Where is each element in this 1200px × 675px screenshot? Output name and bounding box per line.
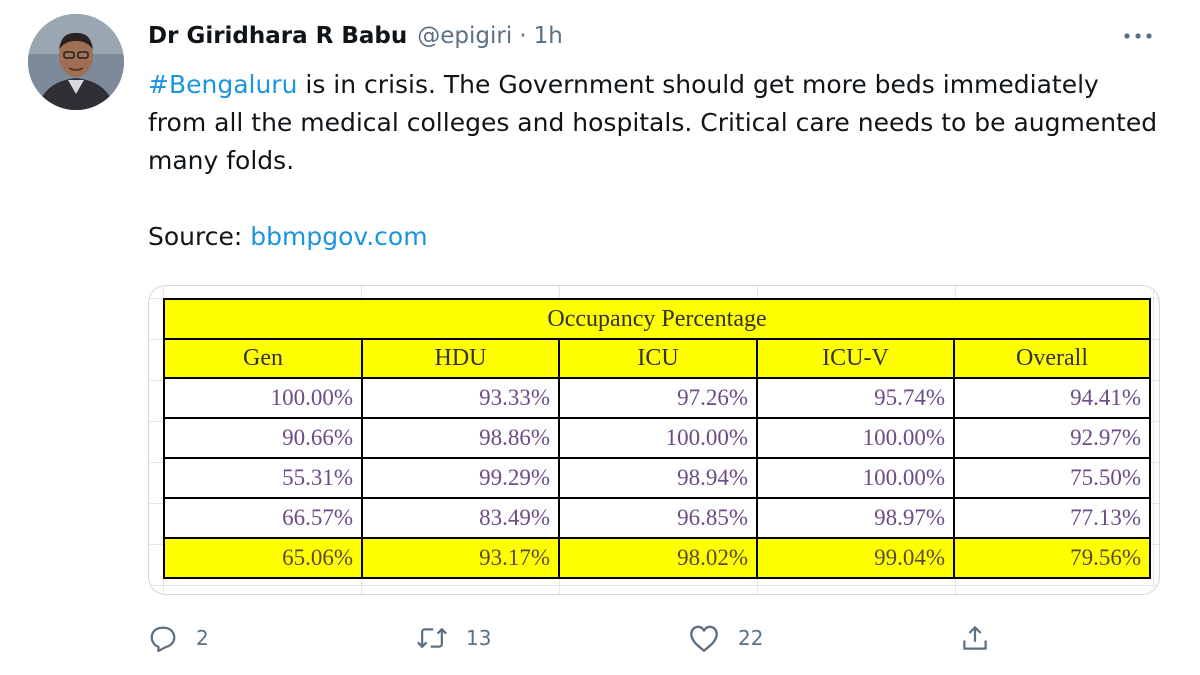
table-cell: 55.31%: [163, 457, 363, 499]
table-cell: 97.26%: [558, 377, 758, 419]
reply-button[interactable]: 2: [148, 618, 209, 658]
table-cell: 66.57%: [163, 497, 363, 539]
table-cell: 65.06%: [163, 537, 363, 579]
author-display-name[interactable]: Dr Giridhara R Babu: [148, 23, 408, 49]
table-cell: 98.97%: [756, 497, 955, 539]
table-header-row: Gen HDU ICU ICU-V Overall: [163, 338, 1152, 379]
table-row: 66.57% 83.49% 96.85% 98.97% 77.13%: [163, 497, 1152, 539]
more-options-button[interactable]: [1118, 22, 1158, 50]
table-cell: 77.13%: [952, 497, 1152, 539]
tweet-body: #Bengaluru is in crisis. The Government …: [148, 66, 1158, 180]
table-title: Occupancy Percentage: [162, 298, 1152, 340]
share-button[interactable]: [960, 618, 990, 658]
table-summary-row: 65.06% 93.17% 98.02% 99.04% 79.56%: [163, 537, 1152, 579]
reply-icon: [150, 626, 176, 653]
retweet-icon: [417, 628, 447, 648]
avatar[interactable]: [28, 14, 124, 110]
table-row: 90.66% 98.86% 100.00% 100.00% 92.97%: [163, 417, 1152, 459]
reply-count: 2: [196, 626, 209, 650]
table-cell: 100.00%: [756, 417, 955, 459]
more-dots-icon: [1124, 33, 1152, 39]
column-header: ICU-V: [756, 338, 955, 379]
avatar-photo: [28, 14, 124, 110]
table-cell: 92.97%: [952, 417, 1152, 459]
table-cell: 98.86%: [361, 417, 560, 459]
table-cell: 100.00%: [558, 417, 758, 459]
table-cell: 100.00%: [756, 457, 955, 499]
source-link[interactable]: bbmpgov.com: [250, 222, 428, 251]
retweet-count: 13: [466, 626, 492, 650]
table-cell: 93.33%: [361, 377, 560, 419]
source-prefix: Source:: [148, 222, 251, 251]
table-cell: 75.50%: [952, 457, 1152, 499]
like-count: 22: [738, 626, 764, 650]
table-cell: 99.29%: [361, 457, 560, 499]
column-header: Overall: [952, 338, 1152, 379]
table-cell: 90.66%: [163, 417, 363, 459]
table-cell: 100.00%: [163, 377, 363, 419]
retweet-button[interactable]: 13: [416, 618, 491, 658]
table-cell: 99.04%: [756, 537, 955, 579]
tweet-body-text: is in crisis. The Government should get …: [148, 70, 1158, 175]
tweet-actions-bar: 2 13 22: [148, 618, 1008, 658]
table-title-row: Occupancy Percentage: [162, 298, 1152, 340]
heart-icon: [690, 625, 718, 652]
column-header: ICU: [558, 338, 758, 379]
column-header: Gen: [163, 338, 363, 379]
table-cell: 79.56%: [952, 537, 1152, 579]
tweet-header: Dr Giridhara R Babu @epigiri · 1h: [148, 20, 563, 52]
table-cell: 98.94%: [558, 457, 758, 499]
hashtag-link[interactable]: #Bengaluru: [148, 70, 298, 99]
table-cell: 98.02%: [558, 537, 758, 579]
tweet-timestamp[interactable]: 1h: [533, 23, 563, 49]
tweet-source-line: Source: bbmpgov.com: [148, 218, 1158, 256]
column-header: HDU: [361, 338, 560, 379]
occupancy-table: Occupancy Percentage Gen HDU ICU ICU-V O…: [162, 298, 1152, 579]
table-cell: 83.49%: [361, 497, 560, 539]
table-cell: 95.74%: [756, 377, 955, 419]
tweet-text: #Bengaluru is in crisis. The Government …: [148, 66, 1158, 256]
table-row: 100.00% 93.33% 97.26% 95.74% 94.41%: [163, 377, 1152, 419]
like-button[interactable]: 22: [688, 618, 763, 658]
author-handle[interactable]: @epigiri: [417, 23, 513, 49]
table-cell: 96.85%: [558, 497, 758, 539]
table-cell: 93.17%: [361, 537, 560, 579]
header-separator: ·: [519, 23, 527, 49]
tweet-media-image[interactable]: Occupancy Percentage Gen HDU ICU ICU-V O…: [148, 285, 1160, 595]
share-icon: [963, 626, 987, 650]
table-row: 55.31% 99.29% 98.94% 100.00% 75.50%: [163, 457, 1152, 499]
table-cell: 94.41%: [952, 377, 1152, 419]
